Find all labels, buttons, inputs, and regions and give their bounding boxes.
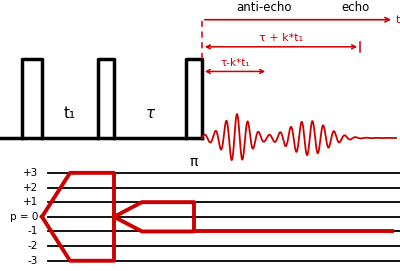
Text: τ-k*t₁: τ-k*t₁ — [220, 57, 250, 67]
Text: π: π — [190, 155, 198, 169]
Text: -3: -3 — [28, 256, 38, 266]
Text: -1: -1 — [28, 227, 38, 237]
Text: echo: echo — [342, 1, 370, 14]
Text: t₁: t₁ — [64, 106, 76, 121]
Text: τ: τ — [146, 106, 154, 121]
Text: -2: -2 — [28, 241, 38, 251]
Text: t₂: t₂ — [396, 15, 400, 25]
Text: +2: +2 — [23, 182, 38, 192]
Text: anti-echo: anti-echo — [236, 1, 292, 14]
Text: τ + k*t₁: τ + k*t₁ — [259, 33, 303, 43]
Text: +3: +3 — [23, 168, 38, 178]
Text: +1: +1 — [23, 197, 38, 207]
Text: p = 0: p = 0 — [10, 212, 38, 222]
